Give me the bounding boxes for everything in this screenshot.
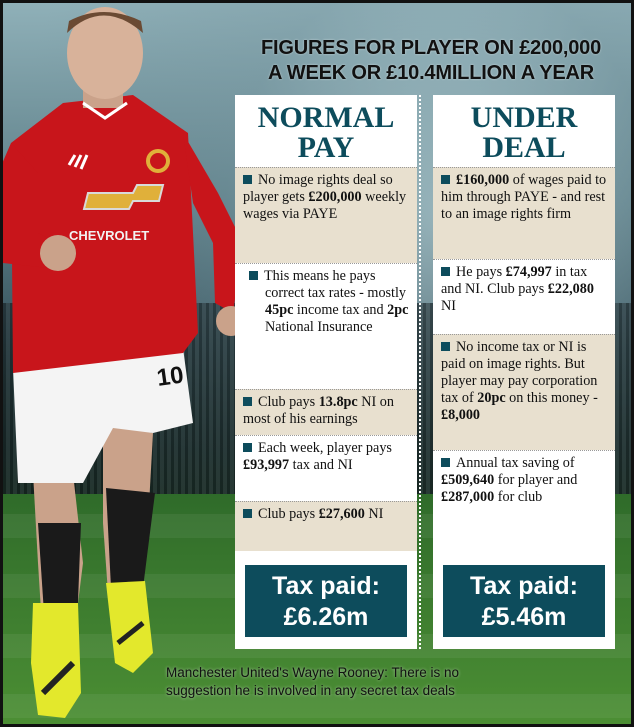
player-photo: 10 CHEVROLET — [3, 7, 246, 718]
bullet-square-icon — [243, 397, 252, 406]
normal-pay-item-3: Club pays 13.8pc NI on most of his earni… — [235, 389, 417, 435]
shorts-number: 10 — [155, 361, 185, 391]
normal-pay-tax-box: Tax paid: £6.26m — [245, 565, 407, 637]
tax-paid-value: £6.26m — [283, 603, 369, 631]
tax-paid-label: Tax paid: — [272, 572, 380, 600]
under-deal-item-1: £160,000 of wages paid to him through PA… — [433, 167, 615, 259]
bullet-square-icon — [441, 342, 450, 351]
bullet-square-icon — [243, 509, 252, 518]
bullet-square-icon — [243, 443, 252, 452]
tax-paid-value: £5.46m — [481, 603, 567, 631]
under-deal-tax-box: Tax paid: £5.46m — [443, 565, 605, 637]
normal-pay-item-4: Each week, player pays £93,997 tax and N… — [235, 435, 417, 501]
sponsor-text: CHEVROLET — [69, 228, 149, 243]
bullet-square-icon — [441, 175, 450, 184]
under-deal-item-4: Annual tax saving of £509,640 for player… — [433, 450, 615, 525]
tax-paid-label: Tax paid: — [470, 572, 578, 600]
under-deal-item-3: No income tax or NI is paid on image rig… — [433, 334, 615, 450]
bullet-square-icon — [441, 458, 450, 467]
headline-line-1: FIGURES FOR PLAYER ON £200,000 — [260, 37, 602, 59]
headline: FIGURES FOR PLAYER ON £200,000 A WEEK OR… — [235, 36, 627, 86]
under-deal-title: UNDER DEAL — [470, 101, 578, 164]
under-deal-column: UNDER DEAL £160,000 of wages paid to him… — [433, 95, 615, 649]
normal-pay-column: NORMAL PAY No image rights deal so playe… — [235, 95, 417, 649]
normal-pay-item-2: This means he pays correct tax rates - m… — [235, 263, 417, 389]
normal-pay-item-1: No image rights deal so player gets £200… — [235, 167, 417, 263]
bullet-square-icon — [243, 175, 252, 184]
column-divider — [419, 95, 421, 649]
under-deal-item-2: He pays £74,997 in tax and NI. Club pays… — [433, 259, 615, 334]
photo-caption: Manchester United's Wayne Rooney: There … — [166, 665, 459, 698]
bullet-square-icon — [441, 267, 450, 276]
normal-pay-item-5: Club pays £27,600 NI — [235, 501, 417, 551]
normal-pay-title: NORMAL PAY — [257, 101, 395, 164]
bullet-square-icon — [249, 271, 258, 280]
headline-line-2: A WEEK OR £10.4MILLION A YEAR — [267, 62, 595, 84]
